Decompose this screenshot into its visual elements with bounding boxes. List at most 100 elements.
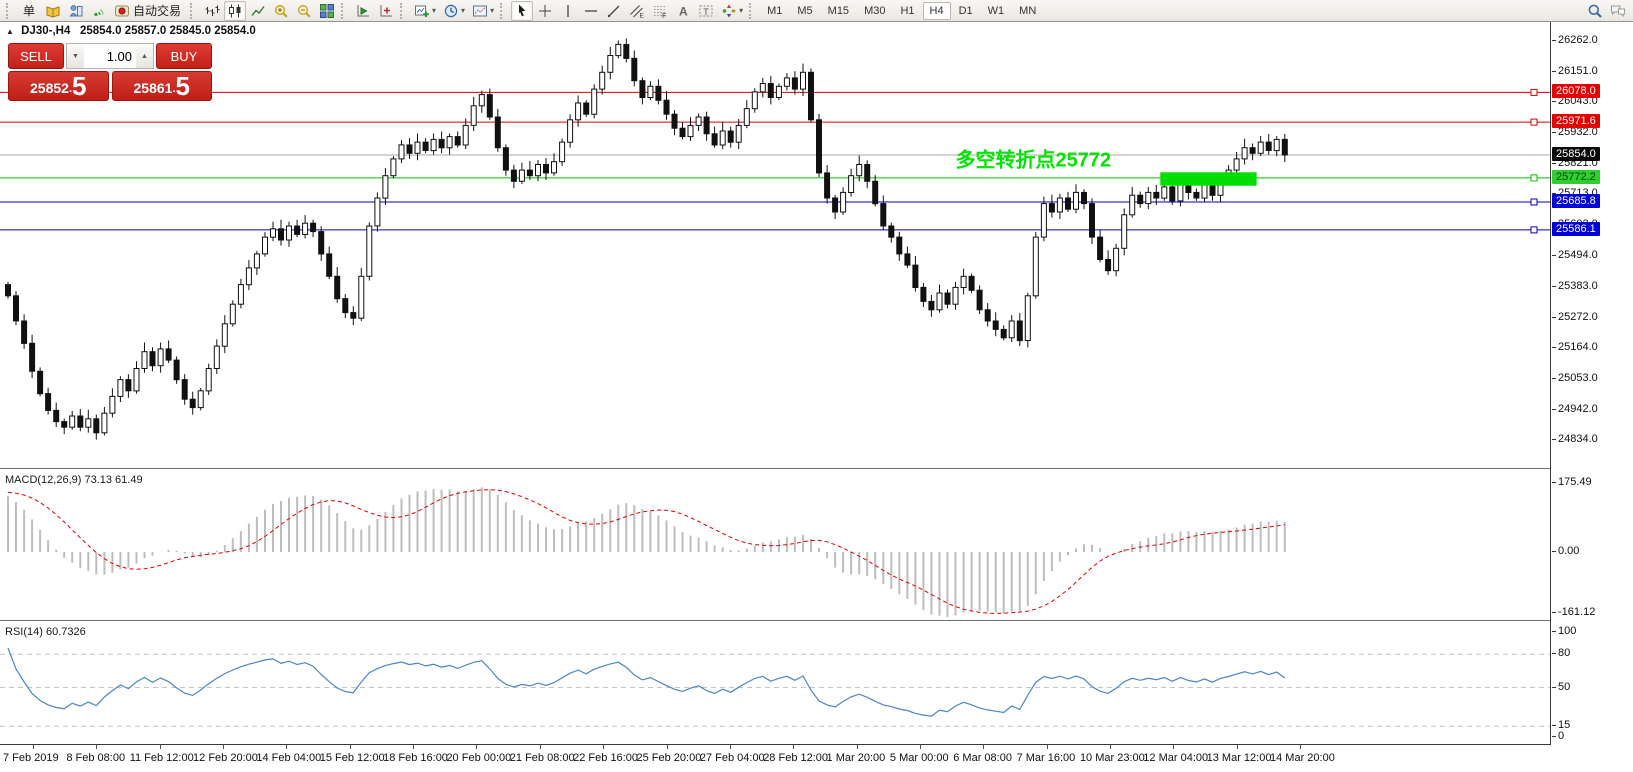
macd-panel[interactable] (0, 471, 1551, 620)
pivot-annotation-text[interactable]: 多空转折点25772 (956, 148, 1112, 172)
buy-price-dec: 5 (175, 71, 190, 101)
time-tick (159, 745, 161, 749)
zoom-in-button[interactable] (270, 1, 292, 21)
text-label-button[interactable]: T (695, 1, 717, 21)
text-button[interactable]: A (672, 1, 694, 21)
volume-decrease-button[interactable]: ▼ (67, 44, 84, 68)
signals-icon[interactable] (88, 1, 110, 21)
rsi-tick: 0 (1551, 730, 1565, 742)
auto-scroll-button[interactable] (352, 1, 374, 21)
timeframe-button-m1[interactable]: M1 (767, 4, 783, 17)
line-chart-icon (251, 5, 265, 16)
chart-shift-button[interactable] (375, 1, 397, 21)
crosshair-button[interactable] (534, 1, 556, 21)
timeframe-button-d1[interactable]: D1 (958, 4, 973, 17)
search-button[interactable] (1584, 1, 1606, 21)
chart-window[interactable]: 多空转折点25772 ▲ DJ30-,H4 25854.0 25857.0 25… (0, 22, 1633, 772)
price-tick: 25272.0 (1552, 310, 1598, 323)
time-label: 21 Feb 08:00 (509, 752, 575, 764)
profiles-icon (444, 4, 458, 17)
horizontal-line-button[interactable] (580, 1, 602, 21)
time-tick (476, 745, 478, 749)
cursor-button[interactable] (511, 0, 534, 21)
time-tick (286, 745, 288, 749)
price-tick: 26262.0 (1552, 34, 1598, 46)
market-watch-icon[interactable] (42, 1, 64, 21)
cursor-icon (519, 4, 526, 16)
chevron-down-icon: ▾ (432, 6, 437, 15)
panel-splitter[interactable] (0, 468, 1633, 471)
timeframe-button-mn[interactable]: MN (1019, 4, 1037, 17)
toolbar-grip (341, 2, 348, 19)
new-order-button[interactable]: 单 (23, 4, 36, 18)
time-label: 14 Feb 04:00 (256, 752, 322, 764)
line-handle[interactable] (1530, 226, 1538, 234)
price-tick: 26151.0 (1552, 65, 1598, 77)
rsi-tick: 80 (1551, 647, 1571, 660)
timeframe-button-m30[interactable]: M30 (864, 4, 886, 17)
buy-price[interactable]: 25861. 5 (111, 71, 212, 101)
new-chart-button[interactable]: ▾ (411, 1, 439, 21)
one-click-toggle-icon[interactable]: ▲ (6, 27, 14, 36)
navigator-icon[interactable] (65, 1, 87, 21)
toolbar: 单 自动交易 ▾ ▾ ▾ E F A T ▾ M1 M5 M15 M30 H1 H4 D1 W1 MN (0, 0, 1633, 22)
svg-text:F: F (662, 13, 666, 19)
main-chart[interactable]: 多空转折点25772 (0, 22, 1551, 468)
candlestick-chart-button[interactable] (224, 0, 247, 21)
vertical-line-icon (567, 4, 569, 17)
autotrading-button[interactable]: 自动交易 (111, 1, 187, 21)
time-tick (666, 745, 668, 749)
horizontal-line-icon (585, 9, 598, 12)
sell-price[interactable]: 25852. 5 (8, 71, 109, 101)
timeframe-button-w1[interactable]: W1 (987, 4, 1005, 17)
sell-button[interactable]: SELL (8, 43, 64, 69)
zoom-out-button[interactable] (293, 1, 315, 21)
chevron-down-icon: ▾ (461, 6, 466, 15)
buy-button[interactable]: BUY (156, 43, 212, 69)
arrows-button[interactable]: ▾ (718, 1, 746, 21)
templates-button[interactable]: ▾ (469, 1, 497, 21)
support-line-2-label: 25586.1 (1552, 221, 1600, 236)
line-handle[interactable] (1530, 118, 1538, 126)
panel-splitter[interactable] (0, 620, 1633, 623)
time-tick (1109, 745, 1111, 749)
rsi-tick: 50 (1551, 680, 1571, 693)
tile-windows-icon (320, 3, 335, 18)
rsi-tick: 15 (1551, 719, 1571, 732)
time-tick (1046, 745, 1048, 749)
search-icon (1588, 4, 1602, 18)
tile-windows-button[interactable] (316, 1, 338, 21)
time-tick (349, 745, 351, 749)
svg-text:A: A (679, 4, 688, 18)
chat-button[interactable] (1607, 1, 1629, 21)
time-label: 10 Mar 23:00 (1079, 752, 1145, 764)
time-label: 15 Feb 12:00 (319, 752, 385, 764)
navigator-icon (69, 4, 83, 16)
timeframe-button-h1[interactable]: H1 (900, 4, 915, 17)
line-handle[interactable] (1530, 88, 1538, 96)
time-tick (539, 745, 541, 749)
fibonacci-button[interactable]: F (649, 1, 671, 21)
timeframe-button-h4[interactable]: H4 (922, 1, 951, 20)
new-chart-icon (415, 5, 429, 17)
plot-border (1550, 22, 1551, 745)
vertical-line-button[interactable] (557, 1, 579, 21)
line-handle[interactable] (1530, 174, 1538, 182)
pivot-zone-rect[interactable] (1160, 172, 1257, 186)
line-handle[interactable] (1530, 198, 1538, 206)
volume-increase-button[interactable]: ▲ (136, 44, 153, 68)
zoom-out-icon (298, 4, 311, 18)
equidistant-channel-button[interactable]: E (626, 1, 648, 21)
timeframe-button-m15[interactable]: M15 (827, 4, 850, 17)
templates-icon (473, 5, 488, 16)
price-axis[interactable]: 26262.026151.026043.025932.025821.025713… (1551, 22, 1633, 745)
bar-chart-button[interactable] (201, 1, 223, 21)
rsi-panel[interactable] (0, 623, 1551, 744)
equidistant-channel-icon: E (630, 4, 645, 19)
profiles-button[interactable]: ▾ (440, 1, 468, 21)
line-chart-button[interactable] (247, 1, 269, 21)
timeframe-button-m5[interactable]: M5 (797, 4, 813, 17)
trendline-button[interactable] (603, 1, 625, 21)
volume-input[interactable] (84, 44, 136, 68)
time-axis[interactable]: 7 Feb 2019 8 Feb 08:00 11 Feb 12:00 12 Feb … (0, 745, 1633, 772)
